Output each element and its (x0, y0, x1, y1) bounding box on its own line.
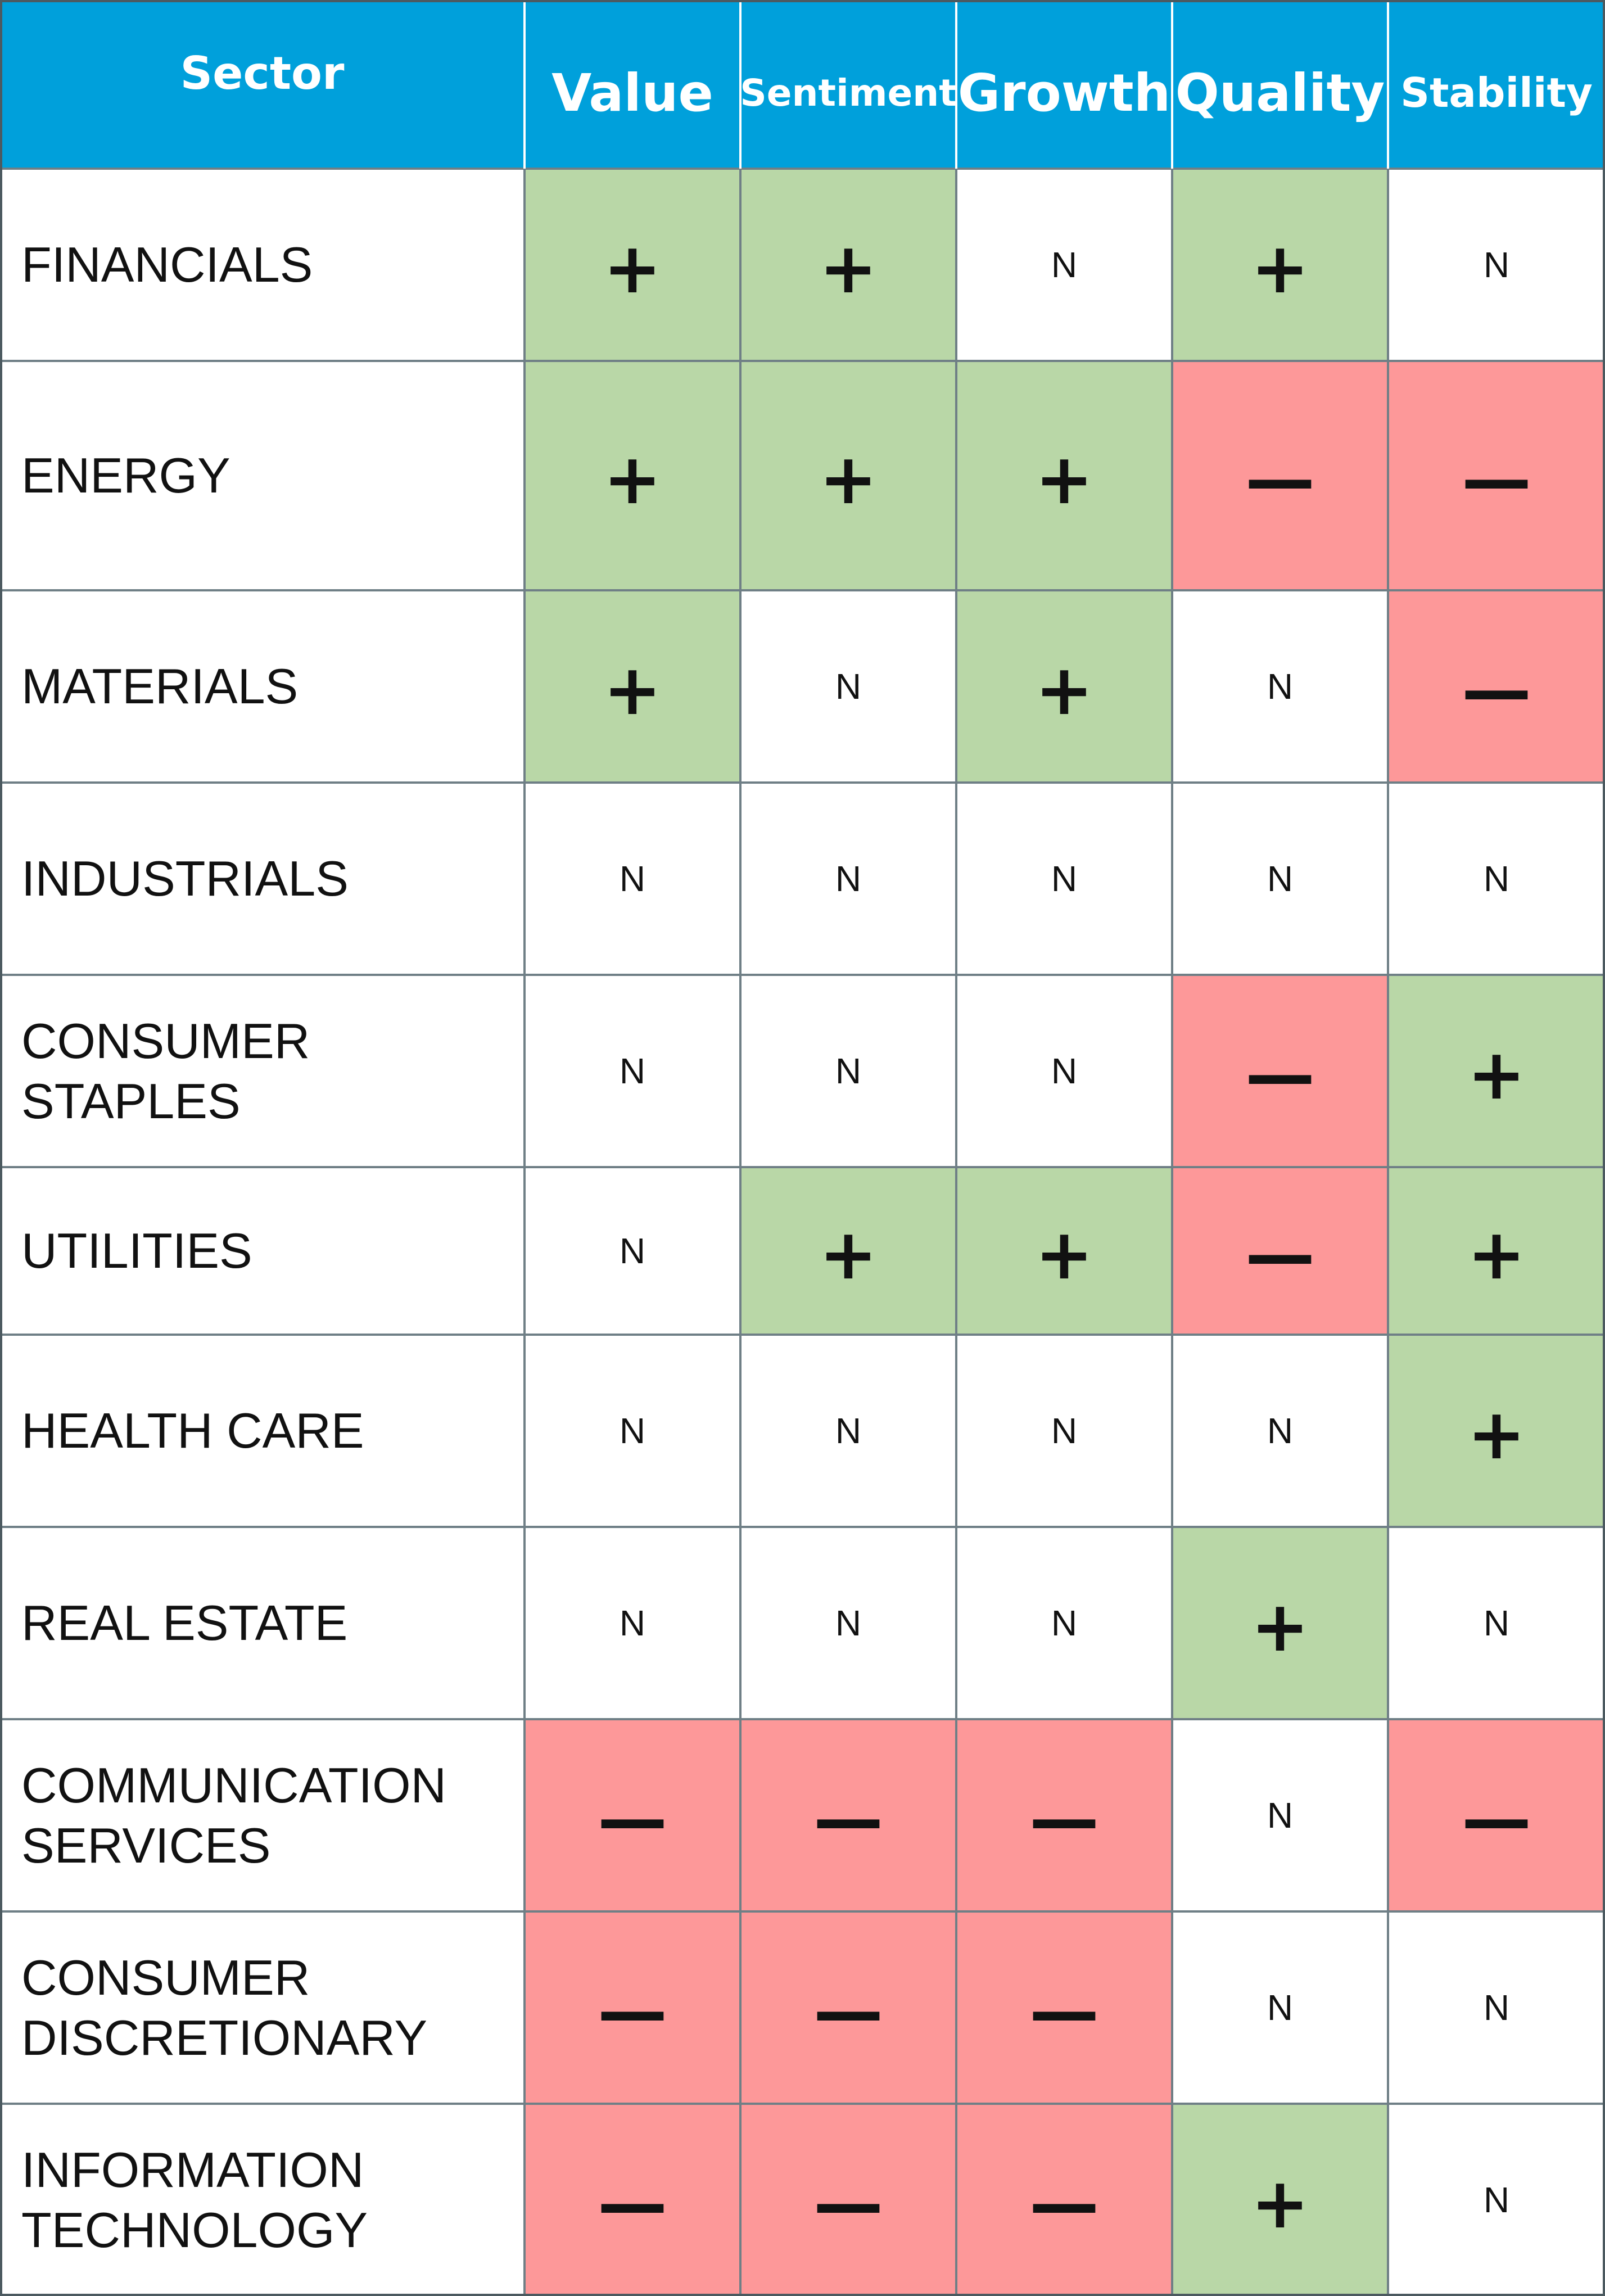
rating-cell-health-care-stability-positive: + (1388, 1335, 1605, 1527)
header-divider (1387, 0, 1389, 169)
sector-label-materials: MATERIALS (0, 590, 525, 783)
column-header-sentiment: Sentiment (740, 0, 957, 169)
rating-cell-information-technology-value-negative: — (525, 2104, 740, 2296)
sector-label-communication-services: COMMUNICATION SERVICES (0, 1719, 525, 1911)
sector-label-information-technology: INFORMATION TECHNOLOGY (0, 2104, 525, 2296)
rating-cell-financials-sentiment-positive: + (740, 169, 956, 361)
rating-cell-energy-stability-negative: — (1388, 361, 1605, 590)
rating-cell-real-estate-quality-positive: + (1172, 1527, 1388, 1719)
rating-cell-utilities-stability-positive: + (1388, 1167, 1605, 1335)
rating-cell-consumer-discretionary-quality-neutral: N (1172, 1911, 1388, 2104)
rating-cell-information-technology-quality-positive: + (1172, 2104, 1388, 2296)
rating-cell-communication-services-stability-negative: — (1388, 1719, 1605, 1911)
rating-cell-materials-growth-positive: + (956, 590, 1172, 783)
rating-cell-real-estate-value-neutral: N (525, 1527, 740, 1719)
column-divider (523, 0, 526, 2296)
row-divider (0, 1910, 1605, 1913)
rating-cell-energy-quality-negative: — (1172, 361, 1388, 590)
column-divider (739, 0, 742, 2296)
row-divider (0, 168, 1605, 170)
rating-cell-materials-sentiment-neutral: N (740, 590, 956, 783)
row-divider (0, 1526, 1605, 1528)
rating-cell-industrials-value-neutral: N (525, 783, 740, 975)
column-header-sector: Sector (0, 0, 525, 169)
rating-cell-consumer-discretionary-sentiment-negative: — (740, 1911, 956, 2104)
row-divider (0, 589, 1605, 591)
header-divider (523, 0, 526, 169)
column-divider (1171, 0, 1173, 2296)
rating-cell-information-technology-growth-negative: — (956, 2104, 1172, 2296)
sector-label-utilities: UTILITIES (0, 1167, 525, 1335)
rating-cell-industrials-sentiment-neutral: N (740, 783, 956, 975)
sector-label-consumer-staples: CONSUMER STAPLES (0, 975, 525, 1167)
rating-cell-communication-services-growth-negative: — (956, 1719, 1172, 1911)
rating-cell-real-estate-sentiment-neutral: N (740, 1527, 956, 1719)
rating-cell-financials-growth-neutral: N (956, 169, 1172, 361)
rating-cell-consumer-discretionary-growth-negative: — (956, 1911, 1172, 2104)
rating-cell-energy-sentiment-positive: + (740, 361, 956, 590)
rating-cell-utilities-growth-positive: + (956, 1167, 1172, 1335)
rating-cell-health-care-value-neutral: N (525, 1335, 740, 1527)
rating-cell-real-estate-growth-neutral: N (956, 1527, 1172, 1719)
rating-cell-financials-stability-neutral: N (1388, 169, 1605, 361)
rating-cell-energy-growth-positive: + (956, 361, 1172, 590)
rating-cell-communication-services-value-negative: — (525, 1719, 740, 1911)
row-divider (0, 360, 1605, 362)
column-header-stability: Stability (1388, 0, 1605, 169)
rating-cell-real-estate-stability-neutral: N (1388, 1527, 1605, 1719)
row-divider (0, 781, 1605, 784)
rating-cell-industrials-quality-neutral: N (1172, 783, 1388, 975)
column-header-growth: Growth (956, 0, 1172, 169)
rating-cell-information-technology-sentiment-negative: — (740, 2104, 956, 2296)
sector-label-health-care: HEALTH CARE (0, 1335, 525, 1527)
header-divider (955, 0, 957, 169)
rating-cell-utilities-sentiment-positive: + (740, 1167, 956, 1335)
rating-cell-energy-value-positive: + (525, 361, 740, 590)
rating-cell-materials-stability-negative: — (1388, 590, 1605, 783)
rating-cell-health-care-growth-neutral: N (956, 1335, 1172, 1527)
rating-cell-materials-value-positive: + (525, 590, 740, 783)
rating-cell-information-technology-stability-neutral: N (1388, 2104, 1605, 2296)
rating-cell-materials-quality-neutral: N (1172, 590, 1388, 783)
header-divider (1171, 0, 1173, 169)
rating-cell-consumer-staples-quality-negative: — (1172, 975, 1388, 1167)
row-divider (0, 2103, 1605, 2105)
sector-label-financials: FINANCIALS (0, 169, 525, 361)
rating-cell-communication-services-quality-neutral: N (1172, 1719, 1388, 1911)
rating-cell-financials-value-positive: + (525, 169, 740, 361)
column-divider (955, 0, 957, 2296)
rating-cell-consumer-staples-growth-neutral: N (956, 975, 1172, 1167)
rating-cell-health-care-sentiment-neutral: N (740, 1335, 956, 1527)
row-divider (0, 1166, 1605, 1168)
column-header-quality: Quality (1172, 0, 1388, 169)
rating-cell-industrials-growth-neutral: N (956, 783, 1172, 975)
rating-cell-utilities-quality-negative: — (1172, 1167, 1388, 1335)
sector-label-energy: ENERGY (0, 361, 525, 590)
header-divider (739, 0, 742, 169)
rating-cell-financials-quality-positive: + (1172, 169, 1388, 361)
row-divider (0, 974, 1605, 976)
rating-cell-industrials-stability-neutral: N (1388, 783, 1605, 975)
rating-cell-consumer-staples-stability-positive: + (1388, 975, 1605, 1167)
rating-cell-health-care-quality-neutral: N (1172, 1335, 1388, 1527)
column-header-value: Value (525, 0, 740, 169)
sector-label-consumer-discretionary: CONSUMER DISCRETIONARY (0, 1911, 525, 2104)
rating-cell-consumer-discretionary-stability-neutral: N (1388, 1911, 1605, 2104)
row-divider (0, 1334, 1605, 1336)
rating-cell-consumer-staples-sentiment-neutral: N (740, 975, 956, 1167)
rating-cell-communication-services-sentiment-negative: — (740, 1719, 956, 1911)
row-divider (0, 1718, 1605, 1720)
sector-label-industrials: INDUSTRIALS (0, 783, 525, 975)
column-divider (1387, 0, 1389, 2296)
rating-cell-consumer-staples-value-neutral: N (525, 975, 740, 1167)
rating-cell-utilities-value-neutral: N (525, 1167, 740, 1335)
sector-label-real-estate: REAL ESTATE (0, 1527, 525, 1719)
rating-cell-consumer-discretionary-value-negative: — (525, 1911, 740, 2104)
